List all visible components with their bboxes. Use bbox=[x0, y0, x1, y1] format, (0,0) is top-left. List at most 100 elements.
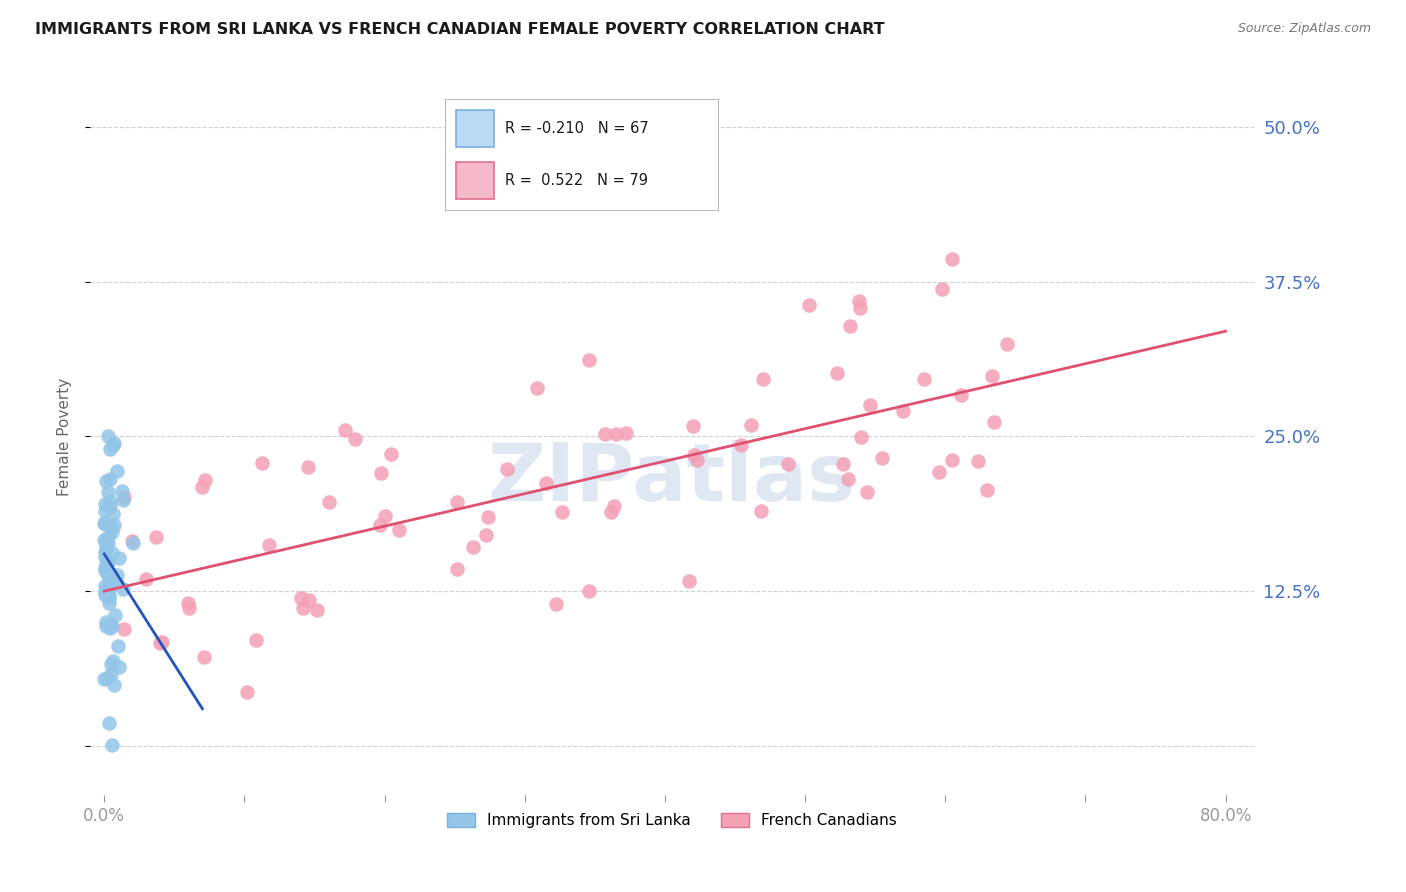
Point bbox=[749, 504, 772, 518]
Point bbox=[257, 538, 280, 552]
Legend: Immigrants from Sri Lanka, French Canadians: Immigrants from Sri Lanka, French Canadi… bbox=[441, 806, 903, 834]
Point bbox=[928, 465, 950, 479]
Point bbox=[374, 509, 396, 524]
Point bbox=[96, 566, 118, 580]
Point bbox=[550, 505, 572, 519]
Point bbox=[98, 591, 121, 606]
Point bbox=[593, 426, 616, 441]
Point bbox=[370, 466, 392, 480]
Point bbox=[94, 585, 117, 599]
Point bbox=[682, 418, 704, 433]
Point bbox=[101, 437, 124, 451]
Point bbox=[194, 473, 217, 487]
Point bbox=[97, 581, 120, 595]
Point bbox=[849, 430, 872, 444]
Point bbox=[797, 298, 820, 312]
Point bbox=[245, 633, 267, 648]
Point bbox=[93, 533, 115, 548]
Point bbox=[591, 194, 613, 209]
Point bbox=[966, 454, 988, 468]
Point bbox=[101, 738, 124, 752]
Point bbox=[96, 671, 118, 685]
Point bbox=[97, 530, 120, 544]
Point bbox=[149, 635, 172, 649]
Point bbox=[870, 450, 893, 465]
Point bbox=[848, 301, 870, 315]
Point bbox=[98, 500, 121, 514]
Point bbox=[298, 593, 321, 607]
Point bbox=[100, 657, 122, 672]
Point bbox=[752, 371, 775, 385]
Point bbox=[858, 398, 880, 412]
Point bbox=[94, 588, 117, 602]
Point bbox=[94, 579, 117, 593]
Point bbox=[291, 600, 314, 615]
Point bbox=[370, 517, 392, 532]
Point bbox=[135, 572, 157, 586]
Point bbox=[100, 546, 122, 560]
Point bbox=[856, 485, 879, 500]
Point bbox=[605, 427, 627, 442]
Point bbox=[380, 447, 402, 461]
Point bbox=[103, 677, 125, 691]
Point bbox=[145, 530, 167, 544]
Y-axis label: Female Poverty: Female Poverty bbox=[58, 377, 72, 496]
Point bbox=[107, 639, 129, 653]
Point bbox=[101, 619, 124, 633]
Point bbox=[832, 458, 855, 472]
Point bbox=[477, 510, 499, 524]
Point bbox=[976, 483, 998, 498]
Point bbox=[981, 369, 1004, 384]
Point bbox=[578, 352, 600, 367]
Text: IMMIGRANTS FROM SRI LANKA VS FRENCH CANADIAN FEMALE POVERTY CORRELATION CHART: IMMIGRANTS FROM SRI LANKA VS FRENCH CANA… bbox=[35, 22, 884, 37]
Point bbox=[101, 571, 124, 585]
Point bbox=[526, 380, 548, 394]
Point bbox=[912, 372, 935, 386]
Point bbox=[290, 591, 312, 606]
Point bbox=[97, 588, 120, 602]
Point bbox=[941, 453, 963, 467]
Point bbox=[191, 480, 214, 494]
Point bbox=[94, 541, 117, 556]
Point bbox=[105, 568, 128, 582]
Text: ZIPatlas: ZIPatlas bbox=[488, 441, 856, 518]
Point bbox=[94, 615, 117, 629]
Point bbox=[941, 252, 963, 266]
Point bbox=[837, 472, 859, 486]
Point bbox=[250, 456, 273, 470]
Point bbox=[94, 559, 117, 574]
Point bbox=[602, 500, 624, 514]
Point bbox=[97, 582, 120, 597]
Point bbox=[111, 582, 134, 596]
Point bbox=[179, 601, 201, 615]
Point bbox=[94, 561, 117, 575]
Point bbox=[104, 575, 127, 590]
Point bbox=[98, 571, 121, 585]
Point bbox=[122, 536, 145, 550]
Point bbox=[995, 337, 1018, 351]
Point bbox=[344, 432, 367, 446]
Point bbox=[177, 596, 200, 610]
Point bbox=[98, 442, 121, 456]
Point bbox=[97, 555, 120, 569]
Point bbox=[98, 621, 121, 635]
Point bbox=[96, 558, 118, 572]
Point bbox=[730, 438, 752, 452]
Point bbox=[111, 493, 134, 508]
Point bbox=[578, 584, 600, 599]
Text: Source: ZipAtlas.com: Source: ZipAtlas.com bbox=[1237, 22, 1371, 36]
Point bbox=[93, 563, 115, 577]
Point bbox=[96, 582, 118, 596]
Point bbox=[297, 460, 319, 475]
Point bbox=[111, 483, 134, 498]
Point bbox=[98, 472, 121, 486]
Point bbox=[983, 415, 1005, 429]
Point bbox=[97, 536, 120, 550]
Point bbox=[112, 491, 135, 505]
Point bbox=[891, 403, 914, 417]
Point bbox=[96, 474, 118, 488]
Point bbox=[93, 516, 115, 530]
Point bbox=[108, 660, 131, 674]
Point bbox=[97, 429, 120, 443]
Point bbox=[678, 574, 700, 588]
